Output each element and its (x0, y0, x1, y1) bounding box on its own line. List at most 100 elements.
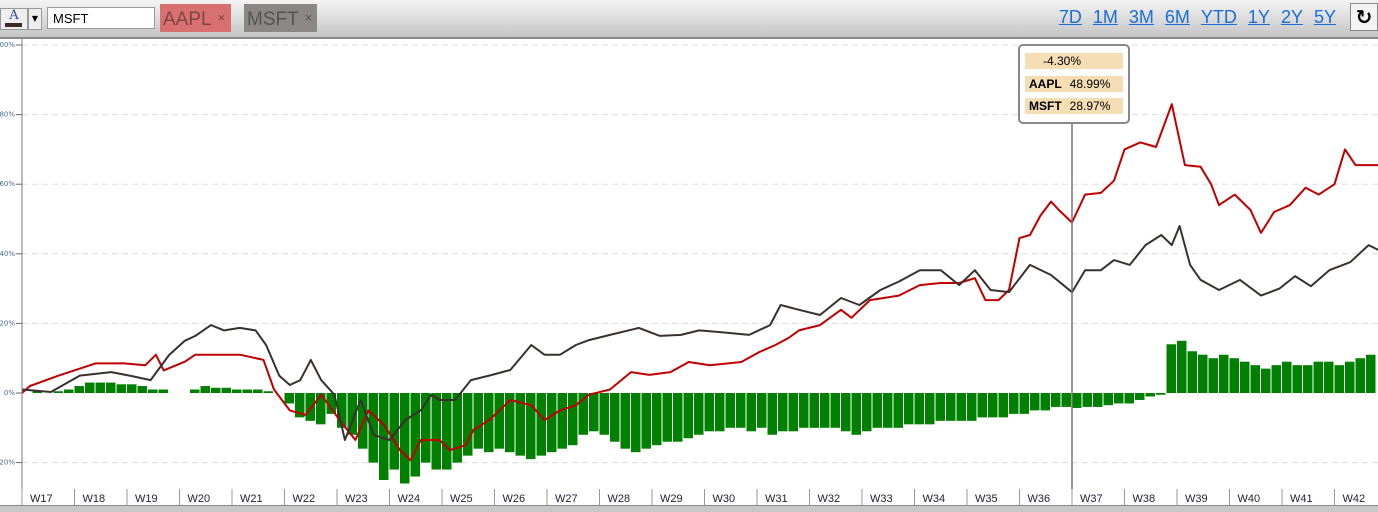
difference-bar (200, 386, 210, 393)
difference-bar (557, 393, 567, 449)
difference-bar (883, 393, 893, 428)
comparison-chart[interactable]: 100% 80% 60% 40% 20% 0% -20% W17 W18 W19 W20 W21 W22… (0, 39, 1378, 505)
difference-bar (1250, 365, 1260, 393)
difference-bar (1271, 365, 1281, 393)
difference-bar (74, 386, 84, 393)
range-1m[interactable]: 1M (1092, 7, 1118, 27)
difference-bar (473, 393, 483, 449)
range-3m[interactable]: 3M (1128, 7, 1154, 27)
color-swatch (5, 23, 22, 27)
x-tick-label: W21 (240, 493, 263, 505)
difference-bar (295, 393, 305, 418)
close-icon[interactable]: × (304, 10, 313, 25)
difference-bar (841, 393, 851, 432)
difference-bar (379, 393, 389, 480)
difference-bar (463, 393, 473, 456)
difference-bar (137, 386, 147, 393)
x-axis-band (22, 489, 1378, 505)
tooltip-row-msft: MSFT 28.97% (1025, 98, 1123, 114)
x-tick-label: W27 (555, 493, 578, 505)
tooltip-symbol: AAPL (1029, 77, 1062, 91)
difference-bar (1019, 393, 1029, 414)
x-tick-label: W31 (765, 493, 788, 505)
difference-bar (820, 393, 830, 428)
difference-bar (1282, 361, 1292, 393)
difference-bar (1124, 393, 1134, 404)
range-5y[interactable]: 5Y (1313, 7, 1336, 27)
range-7d[interactable]: 7D (1058, 7, 1082, 27)
difference-bar (1177, 340, 1187, 393)
font-color-button[interactable]: A (0, 8, 28, 30)
difference-bar (872, 393, 882, 428)
horizontal-scrollbar[interactable] (0, 505, 1378, 512)
font-color-icon: A (9, 8, 19, 23)
y-tick-label: 100% (0, 41, 15, 49)
difference-bar (1355, 358, 1365, 393)
difference-bar (631, 393, 641, 453)
difference-bar (505, 393, 515, 453)
difference-bar (1229, 358, 1239, 393)
difference-bar (1093, 393, 1103, 407)
difference-bar (1366, 354, 1376, 393)
close-icon[interactable]: × (217, 10, 226, 25)
difference-bar (515, 393, 525, 456)
x-tick-label: W37 (1080, 493, 1103, 505)
difference-bar (694, 393, 704, 435)
difference-bar (536, 393, 546, 456)
y-tick-label: 40% (0, 250, 15, 258)
difference-bar (788, 393, 798, 432)
difference-bar (946, 393, 956, 421)
range-2y[interactable]: 2Y (1280, 7, 1303, 27)
crosshair-tooltip: -4.30% AAPL 48.99% MSFT 28.97% (1018, 44, 1130, 124)
chip-msft[interactable]: MSFT × (244, 4, 317, 32)
difference-bar (1219, 354, 1229, 393)
chip-label: AAPL (163, 9, 212, 30)
range-ytd[interactable]: YTD (1200, 7, 1237, 27)
range-selector: 7D 1M 3M 6M YTD 1Y 2Y 5Y (1059, 7, 1336, 28)
y-tick-label: 80% (0, 111, 15, 119)
difference-bar (893, 393, 903, 428)
difference-bar (368, 393, 378, 463)
difference-bar (673, 393, 683, 442)
symbol-input[interactable] (47, 7, 155, 29)
chip-aapl[interactable]: AAPL × (160, 4, 231, 32)
x-tick-label: W42 (1343, 493, 1366, 505)
difference-bar (977, 393, 987, 418)
difference-bar (421, 393, 431, 463)
x-tick-label: W38 (1133, 493, 1156, 505)
difference-bar (410, 393, 420, 477)
difference-bar (851, 393, 861, 435)
difference-bar (925, 393, 935, 425)
difference-bar (830, 393, 840, 428)
difference-bar (1240, 361, 1250, 393)
difference-bar (904, 393, 914, 425)
range-1y[interactable]: 1Y (1247, 7, 1270, 27)
difference-bar (305, 393, 315, 421)
difference-bar (95, 382, 105, 393)
range-6m[interactable]: 6M (1164, 7, 1190, 27)
difference-bar (757, 393, 767, 428)
difference-bar (526, 393, 536, 460)
y-tick-label: 20% (0, 319, 15, 327)
difference-bar (494, 393, 504, 449)
difference-bar (1208, 358, 1218, 393)
difference-bar (1156, 393, 1166, 395)
difference-bar (1040, 393, 1050, 411)
x-tick-label: W24 (398, 493, 421, 505)
difference-bar (610, 393, 620, 442)
difference-bar (662, 393, 672, 442)
x-tick-label: W36 (1028, 493, 1051, 505)
difference-bar (1082, 393, 1092, 407)
difference-bar (1324, 361, 1334, 393)
color-dropdown-button[interactable]: ▼ (28, 8, 42, 30)
y-tick-label: -20% (0, 459, 15, 467)
x-tick-label: W18 (83, 493, 106, 505)
difference-bar (1261, 368, 1271, 393)
difference-bar (914, 393, 924, 425)
difference-bar (389, 393, 399, 470)
difference-bar (967, 393, 977, 421)
refresh-button[interactable]: ↻ (1350, 3, 1378, 31)
difference-bar (1187, 351, 1197, 393)
x-tick-label: W29 (660, 493, 683, 505)
difference-bar (1303, 365, 1313, 393)
